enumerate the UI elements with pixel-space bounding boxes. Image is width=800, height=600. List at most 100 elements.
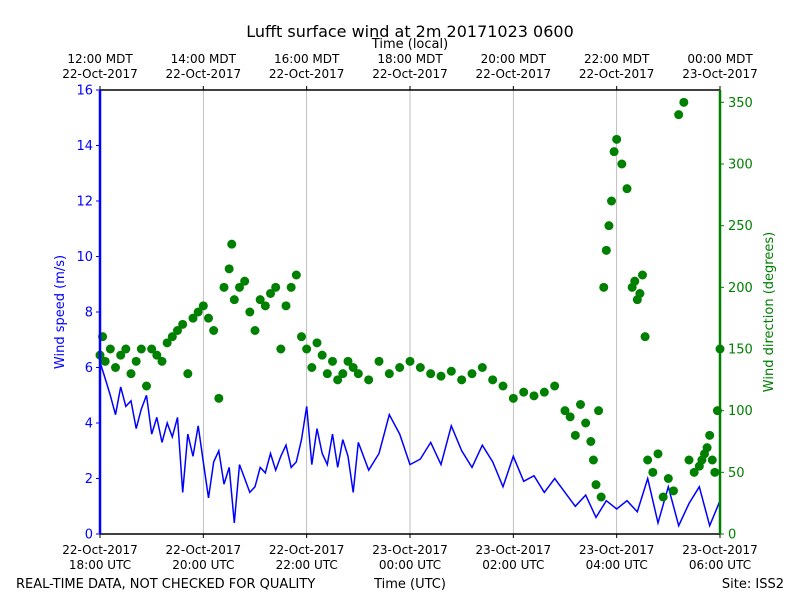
wind-direction-point [121, 344, 131, 354]
wind-direction-point [235, 282, 244, 292]
wind-direction-point [446, 366, 456, 376]
bottom-tick-time: 20:00 UTC [172, 558, 234, 572]
right-tick-label: 150 [728, 343, 753, 358]
right-tick-label: 200 [728, 281, 753, 296]
wind-direction-point [245, 307, 255, 317]
speed-series [99, 361, 721, 529]
wind-direction-point [565, 412, 575, 422]
wind-direction-point [622, 184, 632, 194]
wind-direction-point [126, 369, 136, 379]
wind-direction-point [560, 406, 570, 416]
top-tick-time: 18:00 MDT [377, 52, 443, 66]
wind-direction-point [679, 97, 689, 107]
wind-direction-point [640, 332, 650, 342]
wind-direction-point [348, 363, 358, 372]
wind-direction-point [173, 326, 182, 335]
wind-direction-point [384, 369, 394, 379]
wind-direction-point [663, 474, 673, 483]
wind-direction-point [669, 486, 678, 496]
wind-direction-point [519, 387, 529, 397]
top-tick-time: 20:00 MDT [481, 52, 547, 66]
wind-direction-point [643, 455, 653, 465]
wind-direction-point [529, 391, 539, 401]
wind-direction-point [183, 369, 193, 379]
top-tick-time: 16:00 MDT [274, 52, 340, 66]
direction-series [95, 97, 725, 502]
wind-direction-point [707, 455, 717, 465]
right-tick-label: 50 [728, 466, 745, 481]
right-tick-label: 100 [728, 404, 753, 419]
bottom-tick-time: 22:00 UTC [276, 558, 338, 572]
wind-direction-point [539, 387, 549, 397]
bottom-tick-date: 23-Oct-2017 [579, 543, 655, 557]
wind-direction-point [297, 332, 306, 342]
wind-direction-point [364, 375, 374, 385]
left-axis-label: Wind speed (m/s) [53, 255, 68, 369]
chart-title: Lufft surface wind at 2m 20171023 0600 [246, 22, 574, 41]
wind-direction-point [405, 356, 415, 366]
wind-direction-point [581, 418, 591, 428]
bottom-tick-time: 00:00 UTC [379, 558, 441, 572]
wind-direction-point [604, 221, 614, 231]
wind-direction-point [328, 356, 337, 366]
wind-direction-point [224, 264, 234, 274]
wind-direction-point [105, 344, 115, 354]
quality-disclaimer: REAL-TIME DATA, NOT CHECKED FOR QUALITY [16, 577, 315, 592]
wind-direction-point [178, 319, 188, 329]
wind-direction-point [426, 369, 436, 379]
wind-direction-point [395, 363, 405, 372]
wind-direction-point [271, 282, 281, 292]
left-tick-label: 4 [85, 417, 93, 432]
top-tick-time: 00:00 MDT [687, 52, 753, 66]
wind-direction-point [209, 326, 219, 335]
bottom-tick-time: 06:00 UTC [689, 558, 751, 572]
right-tick-label: 300 [728, 158, 753, 173]
top-tick-date: 23-Oct-2017 [682, 67, 758, 81]
wind-direction-point [436, 371, 446, 381]
wind-direction-point [607, 196, 616, 206]
left-tick-label: 0 [85, 528, 93, 543]
wind-direction-point [710, 467, 720, 477]
wind-direction-point [550, 381, 560, 391]
wind-direction-point [415, 363, 425, 372]
wind-direction-point [147, 344, 157, 354]
right-axis-label: Wind direction (degrees) [762, 232, 777, 392]
wind-direction-point [374, 356, 384, 366]
wind-direction-point [142, 381, 151, 391]
wind-direction-point [498, 381, 508, 391]
left-tick-label: 14 [76, 139, 93, 154]
wind-direction-point [157, 356, 167, 366]
wind-direction-point [152, 350, 162, 360]
wind-direction-point [591, 480, 601, 490]
wind-direction-point [488, 375, 498, 385]
wind-direction-point [204, 313, 213, 323]
wind-direction-point [227, 239, 237, 249]
site-label: Site: ISS2 [722, 577, 784, 592]
right-tick-label: 0 [728, 528, 736, 543]
wind-direction-point [653, 449, 663, 459]
top-axis-label: Time (local) [371, 37, 448, 52]
top-tick-date: 22-Oct-2017 [476, 67, 552, 81]
bottom-tick-date: 23-Oct-2017 [682, 543, 758, 557]
left-tick-label: 2 [85, 472, 93, 487]
left-tick-label: 10 [76, 250, 93, 265]
top-tick-time: 14:00 MDT [171, 52, 237, 66]
wind-direction-point [219, 282, 229, 292]
wind-direction-point [638, 270, 647, 280]
wind-direction-point [162, 338, 172, 348]
wind-direction-point [136, 344, 146, 354]
wind-direction-point [281, 301, 291, 311]
wind-direction-point [508, 393, 518, 403]
wind-direction-point [312, 338, 322, 348]
right-tick-label: 250 [728, 219, 753, 234]
wind-direction-point [100, 356, 110, 366]
axes: 0 2 4 6 8 10 12 14 16 0 50 100 150 200 250 300 350 22-Oct… [62, 52, 758, 572]
wind-direction-point [467, 369, 477, 379]
wind-direction-point [198, 301, 208, 311]
bottom-tick-time: 02:00 UTC [482, 558, 544, 572]
left-tick-label: 8 [85, 306, 93, 321]
wind-direction-point [260, 301, 270, 311]
wind-direction-point [214, 393, 224, 403]
wind-direction-point [188, 313, 198, 323]
